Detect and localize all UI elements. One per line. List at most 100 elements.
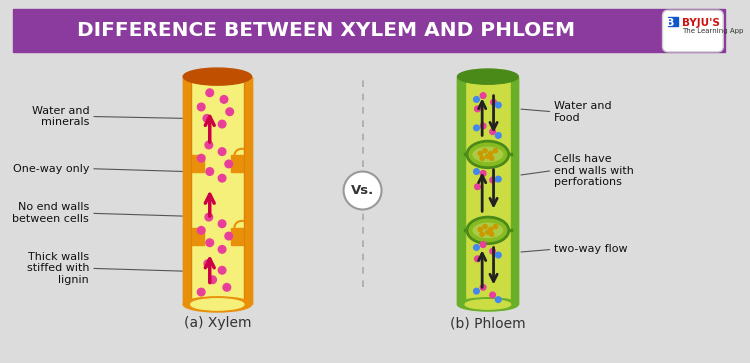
Circle shape — [494, 148, 497, 153]
Circle shape — [475, 256, 480, 262]
Circle shape — [205, 141, 212, 149]
Circle shape — [480, 171, 486, 176]
Ellipse shape — [472, 222, 504, 239]
Circle shape — [488, 151, 493, 156]
Polygon shape — [231, 155, 244, 164]
Bar — [13, 9, 725, 52]
Circle shape — [206, 89, 214, 97]
Polygon shape — [190, 228, 204, 236]
Circle shape — [218, 220, 226, 228]
Circle shape — [473, 245, 479, 250]
Polygon shape — [190, 236, 204, 245]
Circle shape — [225, 160, 232, 168]
Bar — [183, 77, 251, 305]
Circle shape — [483, 148, 487, 153]
Ellipse shape — [183, 68, 251, 85]
Circle shape — [478, 151, 482, 156]
Circle shape — [226, 108, 233, 115]
Bar — [183, 77, 190, 305]
Circle shape — [204, 260, 212, 268]
Circle shape — [490, 177, 496, 183]
Bar — [458, 77, 518, 305]
Text: B: B — [666, 17, 675, 28]
Bar — [668, 17, 678, 26]
Bar — [244, 77, 251, 305]
Ellipse shape — [190, 299, 244, 310]
Circle shape — [218, 148, 226, 155]
Circle shape — [225, 232, 232, 240]
Circle shape — [490, 156, 494, 160]
Circle shape — [480, 123, 486, 129]
Polygon shape — [231, 228, 244, 236]
Text: Thick walls
stiffed with
lignin: Thick walls stiffed with lignin — [27, 252, 89, 285]
Circle shape — [490, 232, 494, 236]
Text: (b) Phloem: (b) Phloem — [450, 317, 526, 330]
Circle shape — [223, 284, 231, 291]
FancyBboxPatch shape — [13, 9, 640, 52]
Ellipse shape — [472, 146, 504, 163]
Polygon shape — [190, 155, 204, 164]
Bar — [190, 77, 244, 305]
Polygon shape — [190, 164, 204, 172]
Ellipse shape — [458, 298, 518, 311]
Ellipse shape — [465, 300, 511, 309]
Bar — [465, 77, 511, 305]
Circle shape — [209, 276, 217, 284]
Text: No end walls
between cells: No end walls between cells — [13, 203, 89, 224]
Circle shape — [205, 213, 212, 221]
Circle shape — [480, 242, 486, 248]
Circle shape — [475, 184, 480, 189]
Circle shape — [483, 224, 487, 229]
Polygon shape — [231, 164, 244, 172]
Circle shape — [218, 245, 226, 253]
Circle shape — [197, 227, 205, 234]
Circle shape — [473, 125, 479, 131]
Text: Cells have
end walls with
perforations: Cells have end walls with perforations — [554, 154, 634, 187]
Text: BYJU'S: BYJU'S — [682, 17, 720, 28]
Circle shape — [218, 266, 226, 274]
Circle shape — [488, 227, 493, 232]
Circle shape — [206, 168, 214, 175]
Circle shape — [480, 156, 484, 160]
Text: DIFFERENCE BETWEEN XYLEM AND PHLOEM: DIFFERENCE BETWEEN XYLEM AND PHLOEM — [77, 21, 575, 40]
Bar — [458, 77, 465, 305]
Circle shape — [480, 285, 486, 290]
Polygon shape — [231, 236, 244, 245]
Text: (a) Xylem: (a) Xylem — [184, 317, 251, 330]
Circle shape — [203, 115, 211, 122]
Circle shape — [197, 154, 205, 162]
Circle shape — [218, 120, 226, 128]
Circle shape — [496, 297, 501, 302]
Text: Water and
minerals: Water and minerals — [32, 106, 89, 127]
Bar — [511, 77, 518, 305]
Circle shape — [197, 103, 205, 111]
Circle shape — [490, 248, 496, 254]
Text: The Learning App: The Learning App — [682, 28, 744, 34]
Circle shape — [490, 129, 496, 135]
Ellipse shape — [458, 69, 518, 84]
Text: One-way only: One-way only — [13, 164, 89, 174]
Circle shape — [473, 169, 479, 174]
Circle shape — [496, 252, 501, 258]
Circle shape — [486, 154, 490, 158]
Circle shape — [496, 176, 501, 182]
Circle shape — [496, 102, 501, 108]
Circle shape — [473, 97, 479, 102]
Circle shape — [486, 230, 490, 234]
Circle shape — [197, 288, 205, 296]
Circle shape — [496, 132, 501, 138]
Ellipse shape — [183, 297, 251, 312]
FancyBboxPatch shape — [662, 10, 723, 52]
Circle shape — [475, 106, 480, 112]
Circle shape — [480, 232, 484, 236]
Text: two-way flow: two-way flow — [554, 244, 628, 254]
Ellipse shape — [467, 141, 509, 168]
Text: Vs.: Vs. — [351, 184, 374, 197]
Ellipse shape — [467, 217, 509, 244]
Circle shape — [220, 95, 228, 103]
Circle shape — [478, 227, 482, 232]
Circle shape — [218, 174, 226, 182]
Circle shape — [473, 288, 479, 294]
Circle shape — [206, 239, 214, 246]
Text: Water and
Food: Water and Food — [554, 101, 612, 123]
